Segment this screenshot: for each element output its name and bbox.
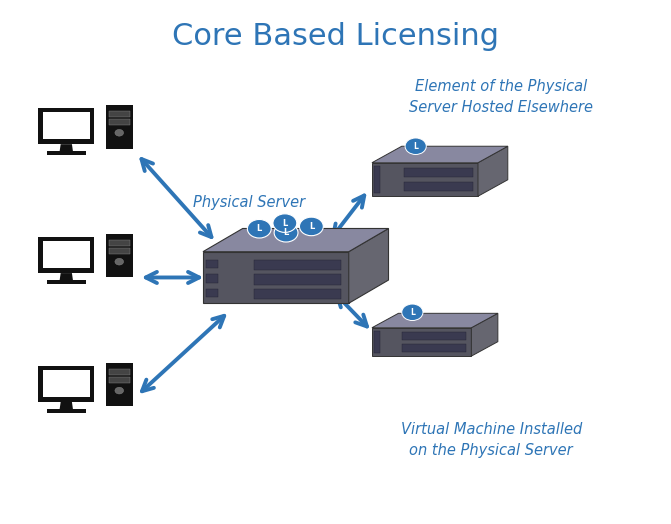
Bar [46, 280, 86, 284]
FancyArrowPatch shape [142, 159, 211, 237]
Bar [109, 377, 130, 383]
Polygon shape [203, 228, 389, 252]
Polygon shape [349, 228, 389, 303]
Bar [109, 240, 130, 246]
Circle shape [299, 217, 323, 236]
Bar [374, 166, 380, 193]
Bar [38, 366, 95, 402]
Bar [106, 363, 133, 407]
Polygon shape [372, 313, 498, 328]
Bar [43, 369, 90, 397]
Text: L: L [413, 141, 418, 151]
Circle shape [402, 304, 423, 321]
Bar [203, 252, 349, 303]
Text: Element of the Physical
Server Hosted Elsewhere: Element of the Physical Server Hosted El… [409, 79, 593, 115]
Text: L: L [283, 228, 289, 237]
Bar [254, 260, 342, 270]
Text: L: L [309, 222, 314, 231]
Bar [404, 182, 472, 191]
Polygon shape [60, 402, 73, 410]
Bar [46, 151, 86, 155]
Circle shape [115, 129, 123, 136]
FancyArrowPatch shape [142, 316, 224, 391]
Bar [46, 409, 86, 413]
Bar [38, 237, 95, 273]
FancyArrowPatch shape [146, 272, 199, 283]
Polygon shape [471, 313, 498, 356]
Bar [109, 248, 130, 254]
Bar [374, 331, 380, 353]
Bar [43, 241, 90, 268]
Bar [106, 105, 133, 148]
Circle shape [248, 220, 271, 238]
Polygon shape [478, 146, 508, 196]
Bar [404, 168, 472, 177]
Bar [254, 275, 342, 285]
Bar [109, 119, 130, 125]
FancyArrowPatch shape [337, 296, 367, 326]
FancyArrowPatch shape [333, 195, 364, 236]
Bar [109, 369, 130, 375]
Circle shape [115, 387, 123, 394]
Text: L: L [410, 308, 415, 317]
Bar [372, 328, 471, 356]
Circle shape [273, 214, 297, 233]
Bar [109, 111, 130, 117]
Polygon shape [372, 146, 508, 163]
Bar [206, 275, 217, 282]
Bar [43, 112, 90, 139]
Text: Core Based Licensing: Core Based Licensing [172, 22, 499, 51]
Bar [402, 344, 466, 352]
Text: L: L [282, 219, 287, 227]
Bar [206, 260, 217, 268]
Text: Virtual Machine Installed
on the Physical Server: Virtual Machine Installed on the Physica… [401, 422, 582, 458]
Text: L: L [257, 224, 262, 233]
Circle shape [274, 223, 298, 242]
Circle shape [405, 138, 426, 155]
Bar [206, 289, 217, 297]
Polygon shape [60, 144, 73, 152]
Text: Physical Server: Physical Server [193, 195, 305, 210]
Circle shape [115, 258, 123, 265]
Bar [254, 289, 342, 299]
Bar [38, 108, 95, 144]
Polygon shape [60, 273, 73, 281]
Bar [106, 234, 133, 278]
Bar [402, 332, 466, 340]
Bar [372, 163, 478, 196]
